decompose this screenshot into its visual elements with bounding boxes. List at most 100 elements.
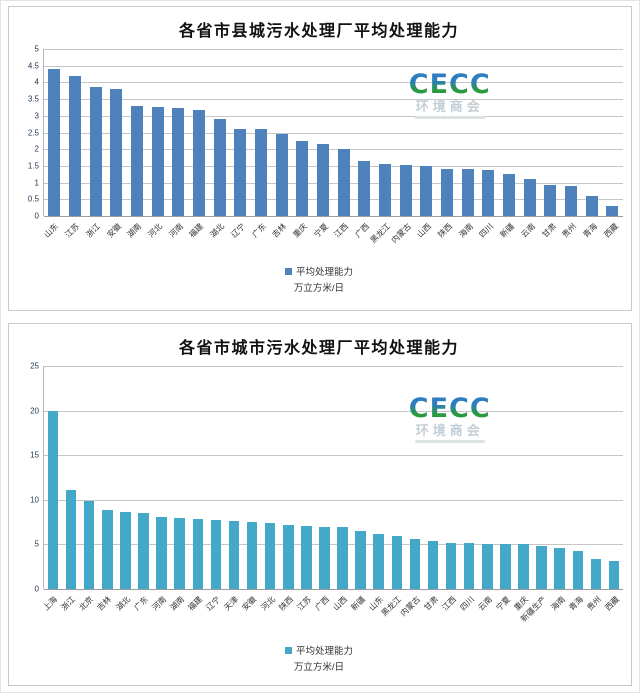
x-tick-cell: 山东 bbox=[43, 216, 64, 262]
y-axis: 0 0.5 1 1.5 2 2.5 3 3.5 4 4.5 5 bbox=[15, 45, 43, 221]
x-tick-label: 河南 bbox=[150, 594, 168, 613]
y-tick-label: 4 bbox=[34, 77, 39, 87]
x-tick-cell: 湖南 bbox=[126, 216, 147, 262]
cecc-logo: CECC 环境商会 bbox=[409, 395, 491, 443]
x-tick-cell: 贵州 bbox=[561, 216, 582, 262]
y-tick-label: 5 bbox=[34, 44, 39, 54]
city-sewage-chart-panel: 各省市城市污水处理厂平均处理能力 0 5 10 15 20 25 CECC 环境商会 上海… bbox=[8, 323, 632, 686]
bar-slot bbox=[230, 49, 251, 216]
x-tick-label: 福建 bbox=[187, 221, 206, 240]
x-tick-cell: 新疆 bbox=[499, 216, 520, 262]
x-tick-cell: 西藏 bbox=[603, 589, 623, 641]
bar-slot bbox=[134, 366, 152, 589]
x-tick-cell: 河北 bbox=[259, 589, 279, 641]
bar-slot bbox=[424, 366, 442, 589]
bar-slot bbox=[388, 366, 406, 589]
bar-江西 bbox=[337, 149, 350, 216]
gridline bbox=[44, 199, 623, 201]
bar-slot bbox=[602, 49, 623, 216]
bar-黑龙江 bbox=[391, 536, 403, 589]
bar-辽宁 bbox=[210, 520, 222, 589]
plot-area: CECC 环境商会 bbox=[43, 366, 623, 590]
bar-江苏 bbox=[301, 525, 312, 589]
x-tick-label: 陕西 bbox=[277, 594, 295, 613]
y-tick-label: 2.5 bbox=[27, 128, 39, 137]
gridline bbox=[44, 182, 623, 184]
x-labels: 山东 江苏 浙江 安徽 湖南 河北 河南 福建 湖北 辽宁 广东 吉林 重庆 宁夏 江西 广西 黑龙江 内蒙古 山西… bbox=[43, 216, 623, 262]
x-tick-label: 辽宁 bbox=[229, 221, 247, 240]
x-tick-cell: 宁夏 bbox=[495, 589, 514, 641]
x-tick-label: 广东 bbox=[132, 594, 150, 613]
bar-青海 bbox=[572, 550, 583, 589]
y-tick-label: 3.5 bbox=[27, 94, 39, 104]
x-tick-cell: 吉林 bbox=[96, 589, 115, 641]
bar-slot bbox=[98, 366, 116, 589]
bar-slot bbox=[352, 366, 370, 589]
x-tick-label: 天津 bbox=[222, 594, 241, 613]
y-tick-label: 0 bbox=[34, 584, 39, 594]
y-axis: 0 5 10 15 20 25 bbox=[15, 362, 43, 594]
legend-unit: 万立方米/日 bbox=[293, 283, 345, 294]
x-tick-cell: 甘肃 bbox=[422, 589, 442, 641]
bar-四川 bbox=[482, 170, 495, 216]
bar-广西 bbox=[358, 160, 371, 216]
bar-福建 bbox=[193, 109, 206, 216]
bar-陕西 bbox=[283, 524, 294, 589]
y-tick-label: 1 bbox=[34, 178, 39, 188]
x-tick-cell: 上海 bbox=[41, 589, 61, 641]
x-tick-label: 河南 bbox=[167, 221, 185, 240]
y-tick-label: 0 bbox=[34, 211, 39, 221]
x-tick-label: 山东 bbox=[42, 221, 61, 240]
bar-河南 bbox=[172, 108, 185, 216]
bar-湖南 bbox=[174, 517, 185, 589]
bar-甘肃 bbox=[544, 185, 557, 216]
bar-重庆 bbox=[296, 141, 309, 216]
x-tick-label: 江苏 bbox=[295, 594, 313, 613]
bar-吉林 bbox=[275, 133, 288, 216]
x-tick-cell: 广西 bbox=[313, 589, 333, 641]
x-tick-cell: 广东 bbox=[250, 216, 271, 262]
gridline bbox=[44, 49, 623, 50]
bar-slot bbox=[581, 49, 602, 216]
bar-河北 bbox=[151, 106, 164, 216]
bar-内蒙古 bbox=[399, 164, 412, 216]
bar-海南 bbox=[461, 169, 474, 216]
bar-slot bbox=[499, 49, 520, 216]
cecc-logo-tagline bbox=[414, 439, 485, 443]
bar-吉林 bbox=[102, 509, 113, 589]
x-tick-label: 陕西 bbox=[436, 221, 455, 240]
x-tick-label: 福建 bbox=[186, 594, 205, 613]
bar-云南 bbox=[523, 179, 536, 216]
bar-安徽 bbox=[110, 89, 123, 216]
bar-山东 bbox=[373, 533, 384, 589]
bar-slot bbox=[313, 49, 334, 216]
x-tick-label: 江西 bbox=[332, 221, 351, 240]
x-tick-label: 西藏 bbox=[603, 594, 622, 613]
cecc-logo-tagline bbox=[414, 115, 485, 119]
bar-湖北 bbox=[120, 512, 131, 589]
cecc-logo: CECC 环境商会 bbox=[409, 71, 491, 119]
x-tick-cell: 江苏 bbox=[63, 216, 85, 262]
x-tick-label: 河北 bbox=[146, 221, 165, 240]
bar-slot bbox=[189, 366, 207, 589]
legend-label: 平均处理能力 bbox=[295, 267, 353, 278]
x-tick-label: 浙江 bbox=[84, 221, 102, 240]
bar-四川 bbox=[463, 543, 475, 589]
x-labels: 上海 浙江 北京 吉林 湖北 广东 河南 湖南 福建 辽宁 天津 安徽 河北 陕西 江苏 广西 山西 新疆 山东 黑龙… bbox=[41, 589, 623, 641]
bar-浙江 bbox=[65, 490, 77, 589]
legend-swatch-icon bbox=[284, 267, 292, 275]
bar-slot bbox=[442, 366, 460, 589]
gridline bbox=[44, 165, 623, 167]
y-tick-label: 4.5 bbox=[27, 61, 39, 71]
x-tick-cell: 山西 bbox=[331, 589, 351, 641]
bar-slot bbox=[251, 49, 272, 216]
x-tick-cell: 吉林 bbox=[271, 216, 292, 262]
gridline bbox=[44, 65, 623, 67]
y-tick-label: 3 bbox=[34, 111, 39, 121]
bar-slot bbox=[569, 366, 587, 589]
bar-slot bbox=[460, 366, 478, 589]
cecc-logo-text: CECC bbox=[408, 68, 491, 100]
gridline bbox=[44, 216, 623, 217]
x-tick-cell: 安徽 bbox=[241, 589, 260, 641]
x-tick-cell: 北京 bbox=[78, 589, 97, 641]
